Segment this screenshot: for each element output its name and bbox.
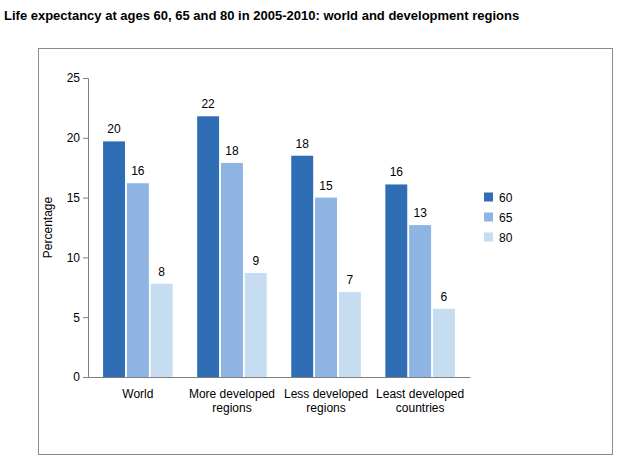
tick: 25 xyxy=(67,71,88,85)
data-label: 16 xyxy=(131,164,145,178)
tick-label: 20 xyxy=(67,131,81,145)
bar xyxy=(197,116,219,377)
tick: Least developedcountries xyxy=(376,387,464,415)
data-label: 7 xyxy=(347,273,354,287)
x-axis: World More developedregions Less developed… xyxy=(89,378,471,415)
y-axis-title: Percentage xyxy=(41,196,55,258)
tick-label: 0 xyxy=(73,370,80,384)
tick-label: More developedregions xyxy=(189,387,275,415)
legend-item: 65 xyxy=(484,211,513,225)
tick: 10 xyxy=(67,251,88,265)
tick-mark xyxy=(83,138,88,139)
legend-item: 60 xyxy=(484,191,513,205)
chart-frame xyxy=(39,49,613,455)
chart: Life expectancy at ages 60, 65 and 80 in… xyxy=(0,0,618,469)
data-label: 13 xyxy=(413,206,427,220)
legend-label: 80 xyxy=(499,231,513,245)
legend: 60 65 80 xyxy=(484,191,513,245)
legend-swatch xyxy=(484,233,493,242)
tick-mark xyxy=(83,317,88,318)
tick-label: 25 xyxy=(67,71,81,85)
data-label: 9 xyxy=(252,254,259,268)
bars xyxy=(103,116,455,377)
legend-swatch xyxy=(484,193,493,202)
tick-label: Less developedregions xyxy=(284,387,368,415)
axis-line xyxy=(83,79,89,378)
tick: 5 xyxy=(73,311,88,325)
data-label: 18 xyxy=(296,137,310,151)
data-label: 22 xyxy=(201,97,215,111)
bar xyxy=(245,273,267,377)
tick-label: 10 xyxy=(67,251,81,265)
bar xyxy=(433,309,455,377)
bar xyxy=(315,198,337,377)
tick-mark xyxy=(83,78,88,79)
tick-mark xyxy=(83,377,88,378)
tick: 0 xyxy=(73,370,88,384)
bar xyxy=(385,184,407,377)
data-label: 6 xyxy=(441,290,448,304)
legend-label: 65 xyxy=(499,211,513,225)
plot: 20 22 18 16 16 18 15 13 8 9 7 6 0 5 10 15 20 25 World More … xyxy=(67,71,471,415)
bar xyxy=(127,183,149,377)
tick: More developedregions xyxy=(189,387,275,415)
tick-label: 15 xyxy=(67,191,81,205)
data-labels: 20 22 18 16 16 18 15 13 8 9 7 6 xyxy=(107,97,447,304)
bar xyxy=(221,163,243,377)
bar xyxy=(339,292,361,377)
tick: 20 xyxy=(67,131,88,145)
legend-swatch xyxy=(484,213,493,222)
tick-label: Least developedcountries xyxy=(376,387,464,415)
bar xyxy=(409,225,431,377)
tick: World xyxy=(122,387,153,401)
legend-label: 60 xyxy=(499,191,513,205)
data-label: 18 xyxy=(225,144,239,158)
y-axis: 0 5 10 15 20 25 xyxy=(67,71,89,384)
axis-line xyxy=(89,377,471,378)
data-label: 15 xyxy=(319,179,333,193)
tick-mark xyxy=(83,198,88,199)
tick-mark xyxy=(83,257,88,258)
tick-label: World xyxy=(122,387,153,401)
tick-label: 5 xyxy=(73,311,80,325)
data-label: 8 xyxy=(158,265,165,279)
bar xyxy=(103,141,125,377)
legend-item: 80 xyxy=(484,231,513,245)
bar xyxy=(291,156,313,377)
bar xyxy=(151,284,173,377)
data-label: 16 xyxy=(390,165,404,179)
tick: Less developedregions xyxy=(284,387,368,415)
chart-title: Life expectancy at ages 60, 65 and 80 in… xyxy=(4,8,519,23)
tick: 15 xyxy=(67,191,88,205)
data-label: 20 xyxy=(107,122,121,136)
